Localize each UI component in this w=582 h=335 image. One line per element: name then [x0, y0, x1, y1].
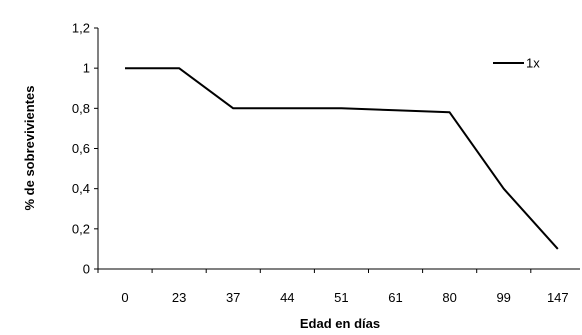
x-tick-label: 37: [226, 290, 240, 305]
x-tick-label: 0: [121, 290, 128, 305]
x-tick-label: 23: [172, 290, 186, 305]
legend: 1x: [493, 56, 540, 71]
x-tick-label: 61: [388, 290, 402, 305]
y-tick-label: 1: [83, 61, 90, 76]
x-tick-label: 99: [496, 290, 510, 305]
x-tick-label: 147: [547, 290, 569, 305]
y-axis: 0 0,2 0,4 0,6 0,8 1 1,2: [72, 21, 99, 277]
y-tick-label: 1,2: [72, 21, 90, 36]
x-tick-label: 51: [334, 290, 348, 305]
x-tick-label: 44: [280, 290, 294, 305]
series-lines: [124, 67, 559, 250]
series-line-1x: [125, 67, 559, 250]
x-tick-label: 80: [442, 290, 456, 305]
legend-label-1x: 1x: [526, 56, 540, 71]
x-axis: 0 23 37 44 51 61 80 99 147: [97, 268, 580, 305]
y-tick-label: 0: [83, 262, 90, 277]
x-axis-title: Edad en días: [300, 316, 380, 331]
y-tick-label: 0,2: [72, 221, 90, 236]
y-tick-label: 0,8: [72, 101, 90, 116]
y-tick-label: 0,6: [72, 141, 90, 156]
y-axis-title: % de sobrevivientes: [22, 86, 37, 211]
y-tick-label: 0,4: [72, 181, 90, 196]
